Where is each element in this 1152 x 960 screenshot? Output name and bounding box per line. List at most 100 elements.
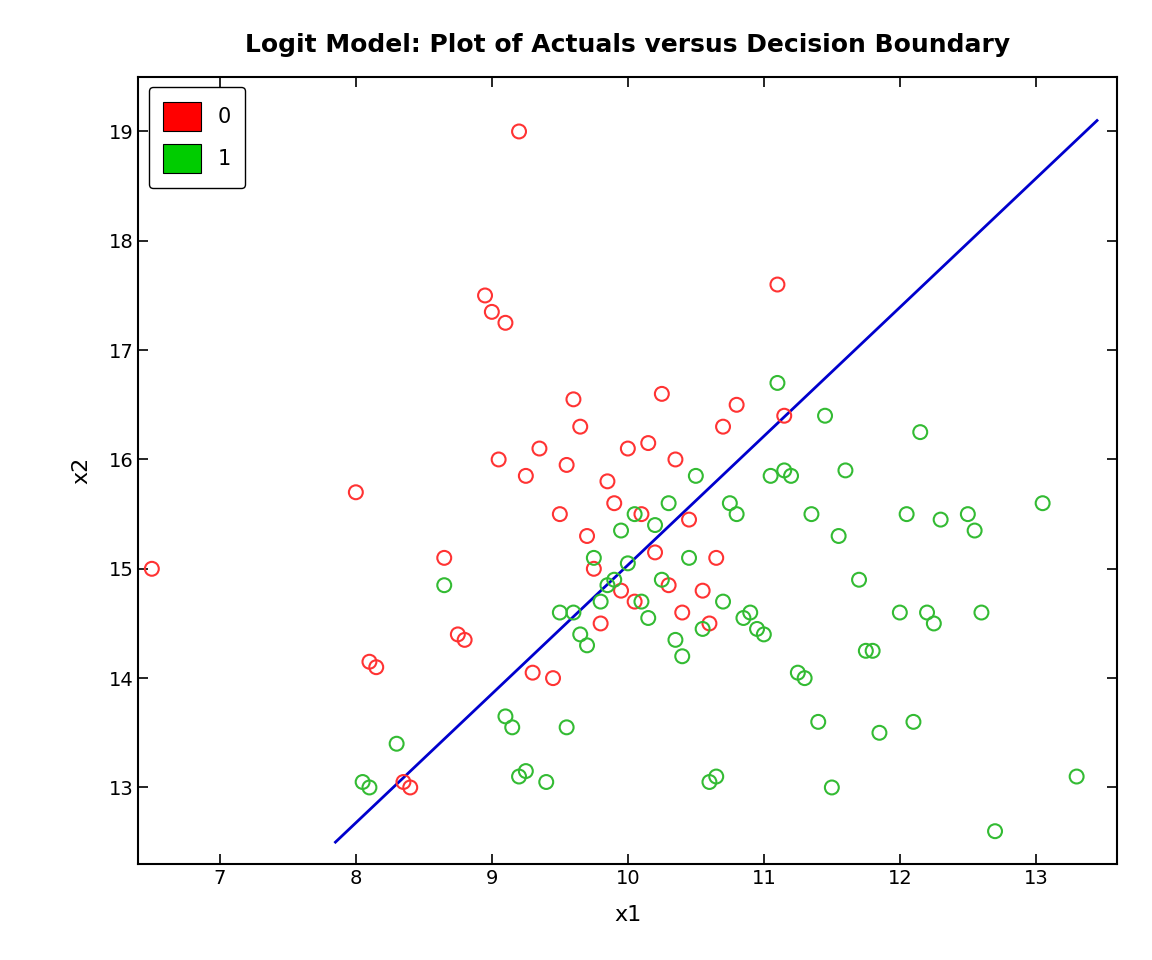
Point [666, 633, 684, 648]
Point [354, 775, 372, 790]
Point [551, 605, 569, 620]
Point [639, 611, 658, 626]
Point [829, 528, 848, 543]
Point [558, 720, 576, 735]
Point [986, 824, 1005, 839]
Point [598, 473, 616, 489]
Point [401, 780, 419, 795]
Point [639, 436, 658, 451]
Point [435, 550, 454, 565]
Legend: 0, 1: 0, 1 [149, 87, 245, 188]
Point [448, 627, 467, 642]
Point [857, 643, 876, 659]
Point [612, 523, 630, 539]
Point [727, 397, 745, 413]
X-axis label: x1: x1 [614, 904, 642, 924]
Y-axis label: x2: x2 [71, 457, 92, 484]
Title: Logit Model: Plot of Actuals versus Decision Boundary: Logit Model: Plot of Actuals versus Deci… [245, 33, 1010, 57]
Point [510, 769, 529, 784]
Point [626, 594, 644, 610]
Point [571, 627, 590, 642]
Point [523, 665, 541, 681]
Point [551, 507, 569, 522]
Point [727, 507, 745, 522]
Point [347, 485, 365, 500]
Point [605, 495, 623, 511]
Point [932, 512, 950, 527]
Point [809, 714, 827, 730]
Point [836, 463, 855, 478]
Point [530, 441, 548, 456]
Point [516, 468, 535, 484]
Point [483, 304, 501, 320]
Point [687, 468, 705, 484]
Point [707, 550, 726, 565]
Point [802, 507, 820, 522]
Point [564, 392, 583, 407]
Point [435, 578, 454, 593]
Point [653, 572, 672, 588]
Point [646, 517, 665, 533]
Point [761, 468, 780, 484]
Point [558, 457, 576, 472]
Point [775, 463, 794, 478]
Point [387, 736, 406, 752]
Point [721, 495, 740, 511]
Point [680, 512, 698, 527]
Point [584, 561, 602, 576]
Point [958, 507, 977, 522]
Point [864, 643, 882, 659]
Point [544, 670, 562, 685]
Point [1033, 495, 1052, 511]
Point [666, 452, 684, 468]
Point [795, 670, 813, 685]
Point [571, 419, 590, 434]
Point [632, 594, 651, 610]
Point [768, 375, 787, 391]
Point [659, 578, 677, 593]
Point [537, 775, 555, 790]
Point [361, 654, 379, 669]
Point [598, 578, 616, 593]
Point [965, 523, 984, 539]
Point [619, 556, 637, 571]
Point [972, 605, 991, 620]
Point [653, 386, 672, 401]
Point [816, 408, 834, 423]
Point [911, 424, 930, 440]
Point [694, 621, 712, 636]
Point [890, 605, 909, 620]
Point [455, 633, 473, 648]
Point [782, 468, 801, 484]
Point [619, 441, 637, 456]
Point [789, 665, 808, 681]
Point [1068, 769, 1086, 784]
Point [925, 615, 943, 631]
Point [497, 708, 515, 724]
Point [714, 594, 733, 610]
Point [361, 780, 379, 795]
Point [497, 315, 515, 330]
Point [768, 276, 787, 292]
Point [564, 605, 583, 620]
Point [626, 507, 644, 522]
Point [707, 769, 726, 784]
Point [673, 649, 691, 664]
Point [584, 550, 602, 565]
Point [503, 720, 522, 735]
Point [714, 419, 733, 434]
Point [850, 572, 869, 588]
Point [646, 544, 665, 560]
Point [591, 594, 609, 610]
Point [578, 528, 597, 543]
Point [612, 583, 630, 598]
Point [510, 124, 529, 139]
Point [659, 495, 677, 511]
Point [476, 288, 494, 303]
Point [748, 621, 766, 636]
Point [578, 637, 597, 653]
Point [823, 780, 841, 795]
Point [918, 605, 937, 620]
Point [870, 725, 888, 740]
Point [694, 583, 712, 598]
